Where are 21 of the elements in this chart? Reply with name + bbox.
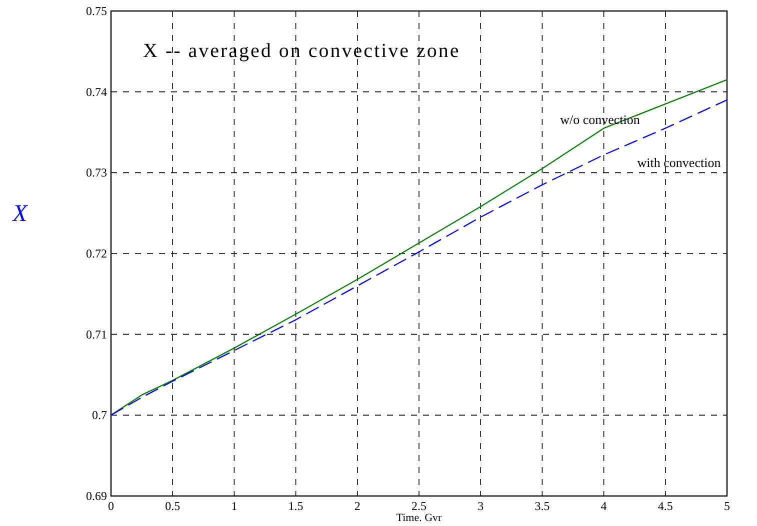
x-tick-label: 4	[600, 499, 607, 513]
y-tick-label: 0.75	[86, 4, 107, 18]
x-tick-label: 4.5	[658, 499, 673, 513]
y-tick-label: 0.73	[86, 166, 107, 180]
y-tick-label: 0.7	[92, 408, 107, 422]
x-tick-label: 0	[108, 499, 114, 513]
y-axis-title: X	[12, 201, 29, 228]
y-tick-label: 0.69	[86, 489, 107, 503]
x-tick-label: 2	[354, 499, 360, 513]
x-tick-label: 0.5	[165, 499, 180, 513]
y-tick-label: 0.71	[86, 327, 107, 342]
x-tick-label: 1	[231, 499, 238, 513]
x-tick-label: 1.5	[288, 499, 304, 513]
x-tick-label: 3.5	[534, 499, 550, 513]
y-tick-label: 0.72	[86, 246, 107, 260]
x-tick-label: 2.5	[412, 499, 426, 513]
x-tick-label: 5	[724, 499, 730, 513]
y-tick-label: 0.74	[86, 84, 107, 99]
x-tick-label: 3	[478, 499, 484, 513]
annotation: with convection	[637, 155, 722, 170]
x-axis-title: Time. Gvr	[396, 512, 442, 524]
